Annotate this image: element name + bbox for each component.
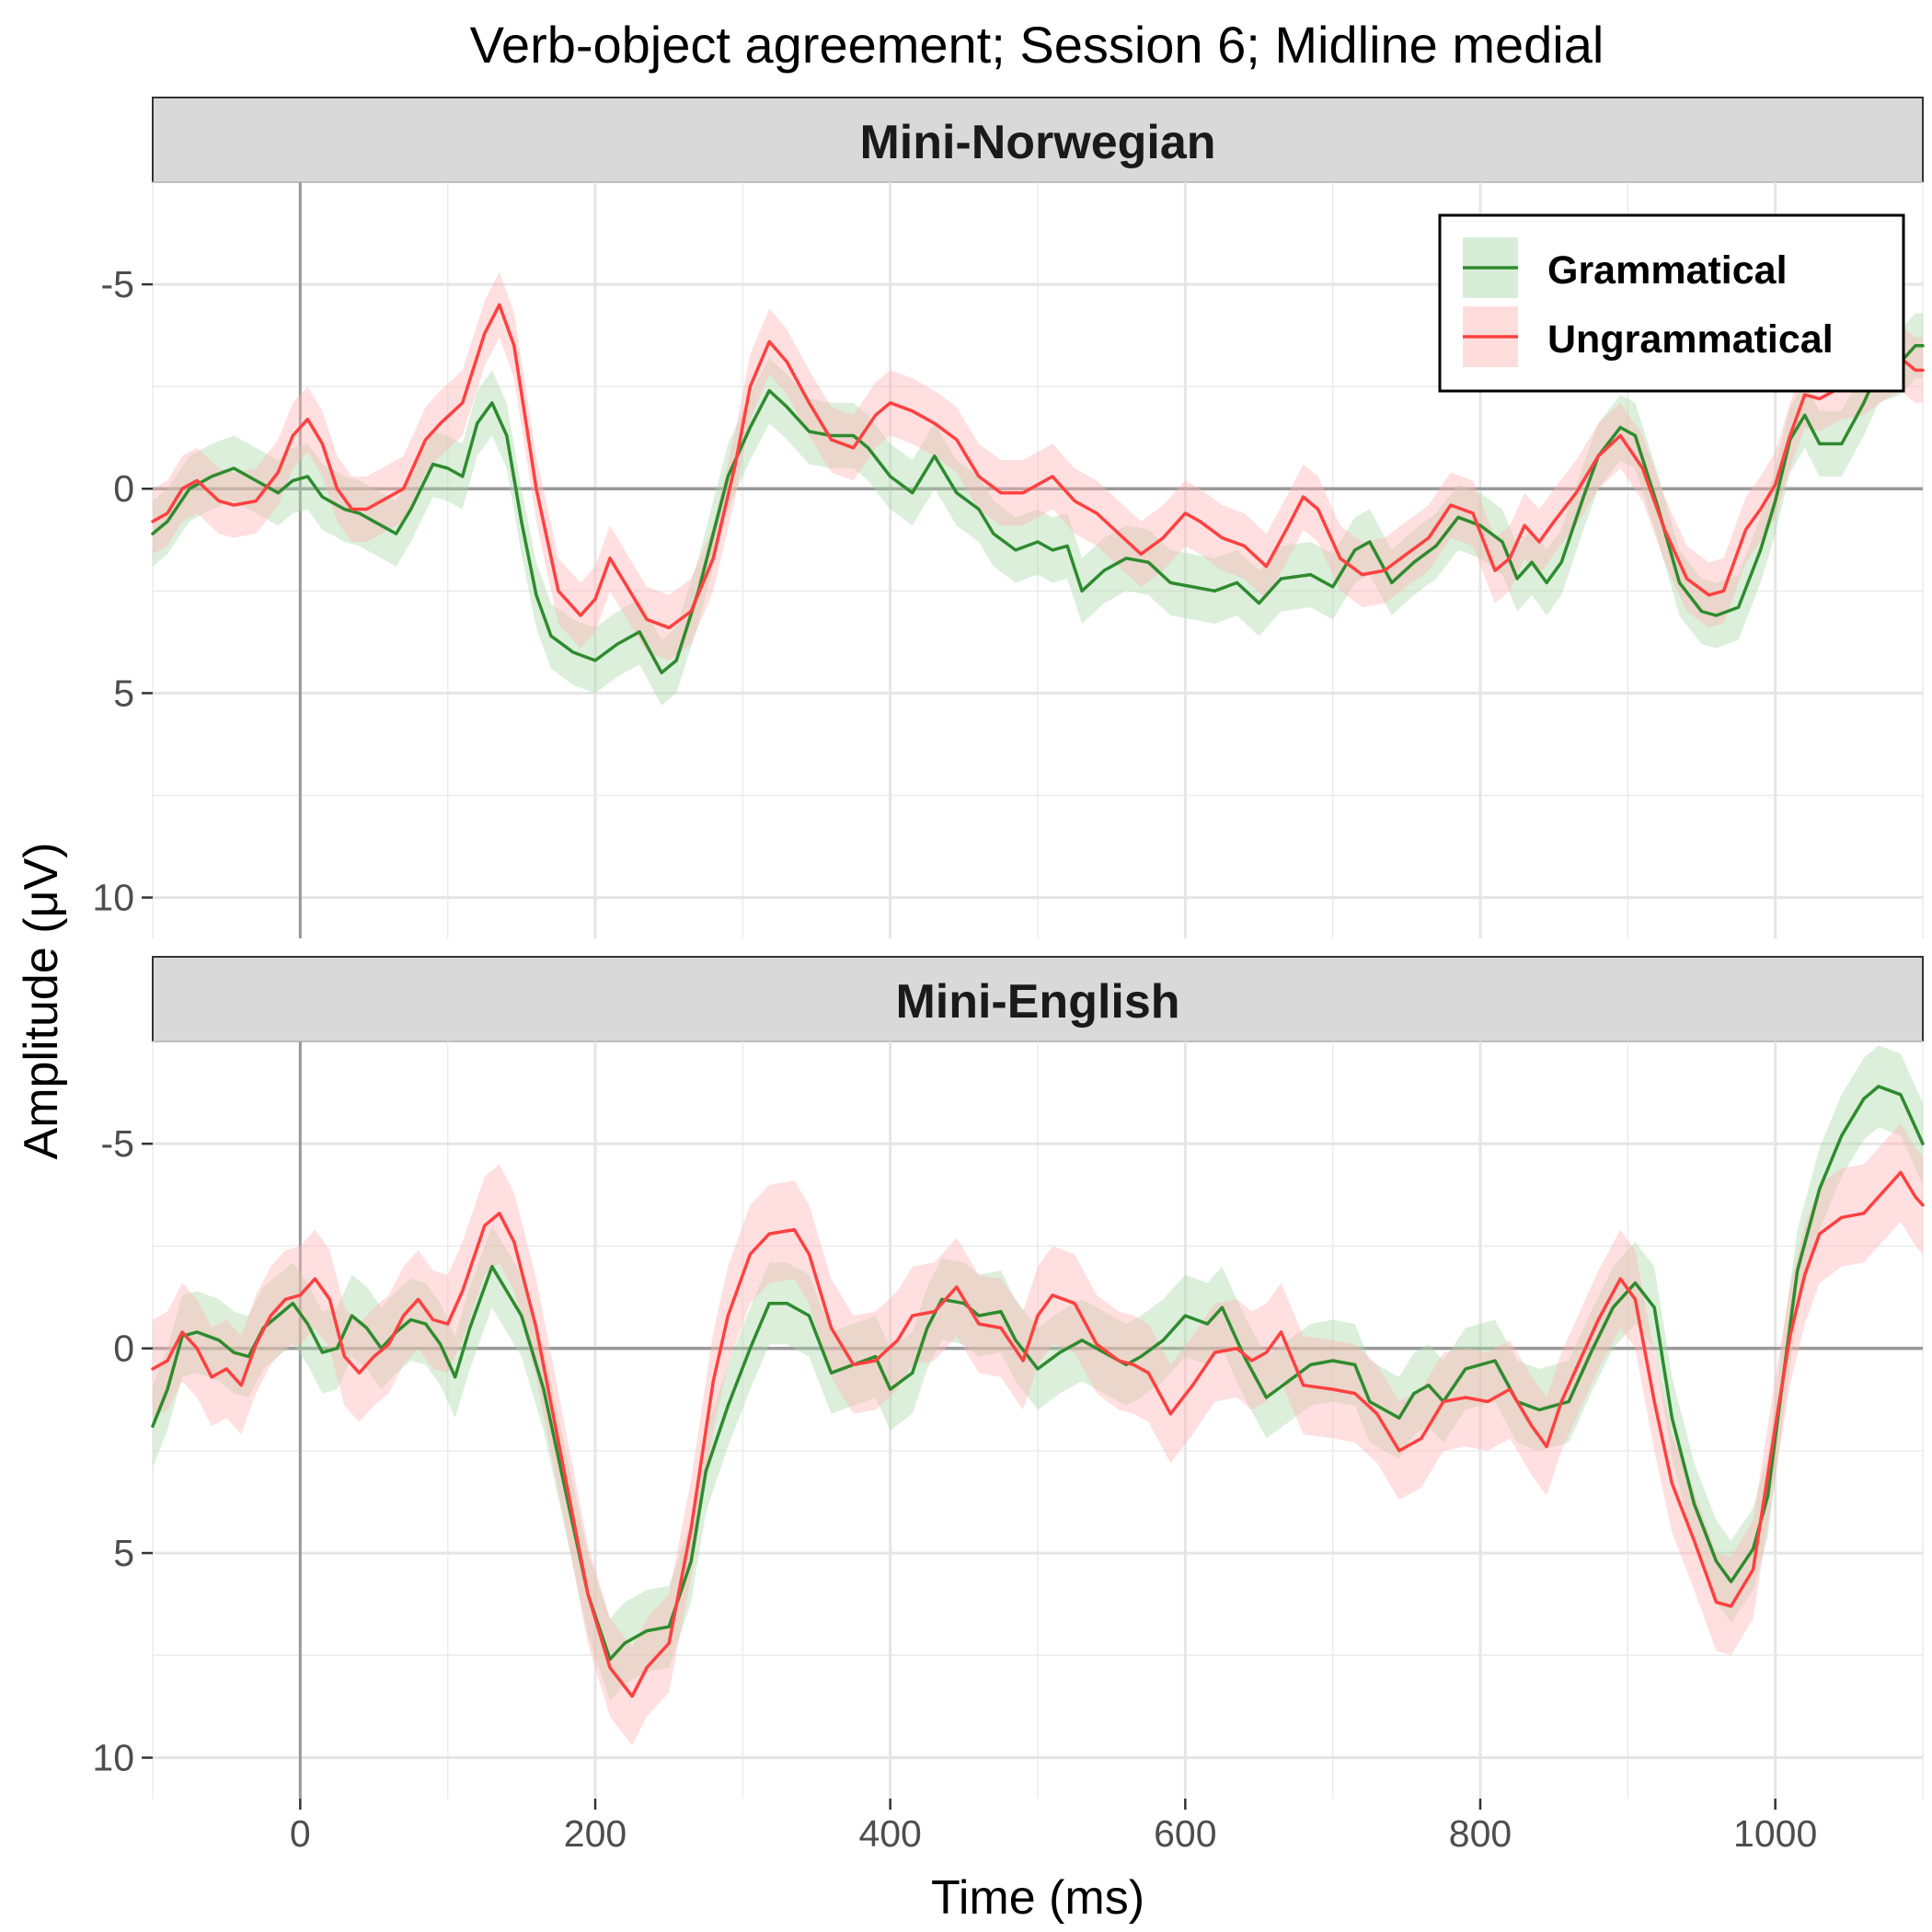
legend-label-grammatical: Grammatical <box>1547 248 1788 293</box>
panel-mini-english: Mini-English -5 0 5 10 <box>92 956 1925 1799</box>
y-axis-title: Amplitude (μV) <box>15 843 68 1160</box>
y-tick-label: -5 <box>101 1122 134 1165</box>
y-tick-label: 5 <box>113 672 134 714</box>
chart-title: Verb-object agreement; Session 6; Midlin… <box>470 16 1604 74</box>
panel-grid <box>152 1041 1924 1799</box>
panel-strip-label: Mini-English <box>895 975 1179 1029</box>
x-tick-label: 400 <box>858 1812 921 1855</box>
panel-strip-label: Mini-Norwegian <box>859 116 1215 169</box>
ci-band-grammatical <box>153 313 1923 706</box>
y-axis-ticks: -5 0 5 10 <box>92 263 153 919</box>
ci-bands <box>153 271 1923 706</box>
x-axis-title: Time (ms) <box>931 1871 1144 1925</box>
legend: Grammatical Ungrammatical <box>1438 213 1905 393</box>
ci-band-ungrammatical <box>153 1123 1923 1746</box>
series-line-ungrammatical <box>151 303 1925 630</box>
y-tick-label: 0 <box>113 1328 134 1370</box>
series-lines <box>151 1085 1925 1698</box>
x-axis-ticks: 0 200 400 600 800 1000 <box>290 1799 1817 1855</box>
series-line-grammatical <box>151 343 1925 674</box>
series-lines <box>151 303 1925 674</box>
y-tick-label: 10 <box>92 877 134 919</box>
y-tick-label: 5 <box>113 1532 134 1574</box>
x-tick-label: 800 <box>1449 1812 1512 1855</box>
y-tick-label: -5 <box>101 263 134 305</box>
ci-bands <box>153 1045 1923 1746</box>
ci-band-ungrammatical <box>153 271 1923 661</box>
x-tick-label: 0 <box>290 1812 311 1855</box>
ci-band-grammatical <box>153 1045 1923 1701</box>
legend-box <box>1438 213 1905 393</box>
series-line-ungrammatical <box>151 1170 1925 1698</box>
x-tick-label: 1000 <box>1733 1812 1817 1855</box>
y-axis-ticks: -5 0 5 10 <box>92 1122 153 1779</box>
y-tick-label: 10 <box>92 1737 134 1779</box>
y-tick-label: 0 <box>113 467 134 510</box>
legend-label-ungrammatical: Ungrammatical <box>1547 317 1834 362</box>
x-tick-label: 200 <box>564 1812 627 1855</box>
x-tick-label: 600 <box>1154 1812 1216 1855</box>
